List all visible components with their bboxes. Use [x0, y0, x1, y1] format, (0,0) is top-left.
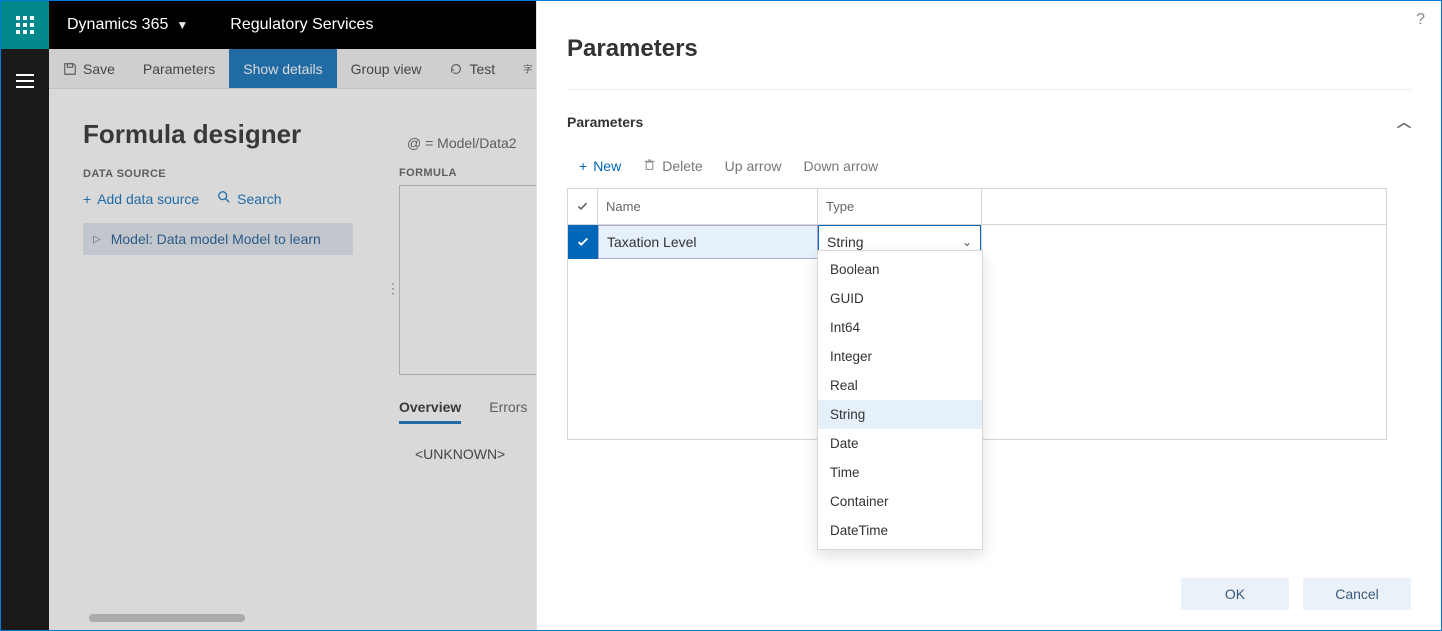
parameters-label: Parameters — [143, 61, 215, 77]
header-rest — [982, 189, 1386, 224]
tab-overview[interactable]: Overview — [399, 399, 461, 424]
expand-icon: ▷ — [93, 234, 101, 245]
save-icon — [63, 62, 77, 76]
type-option[interactable]: DateTime — [818, 516, 982, 545]
save-button[interactable]: Save — [49, 49, 129, 88]
left-rail — [1, 49, 49, 630]
app-launcher-button[interactable] — [1, 1, 49, 49]
waffle-icon — [15, 15, 35, 35]
up-arrow-button[interactable]: Up arrow — [725, 158, 782, 174]
tab-errors[interactable]: Errors — [489, 399, 527, 424]
group-view-label: Group view — [351, 61, 422, 77]
panel-title: Parameters — [567, 1, 1411, 90]
chevron-up-icon: ︿ — [1397, 112, 1411, 132]
header-name[interactable]: Name — [598, 189, 818, 224]
test-button[interactable]: Test — [435, 49, 509, 88]
cancel-button[interactable]: Cancel — [1303, 578, 1411, 610]
type-option[interactable]: Container — [818, 487, 982, 516]
type-option[interactable]: Integer — [818, 342, 982, 371]
panel-toolbar: + New Delete Up arrow Down arrow — [567, 148, 1411, 188]
row-checkbox[interactable] — [568, 225, 598, 259]
new-label: New — [593, 158, 621, 174]
chevron-down-icon: ▼ — [176, 18, 188, 32]
show-details-label: Show details — [243, 61, 322, 77]
tree-item-model[interactable]: ▷ Model: Data model Model to learn — [83, 223, 353, 255]
down-arrow-button[interactable]: Down arrow — [803, 158, 878, 174]
hamburger-icon — [16, 74, 34, 88]
panel-section-label: Parameters — [567, 114, 643, 130]
row-rest — [982, 225, 1386, 259]
help-button[interactable]: ? — [1416, 11, 1425, 29]
search-button[interactable]: Search — [217, 190, 281, 207]
test-label: Test — [469, 61, 495, 77]
save-label: Save — [83, 61, 115, 77]
type-option[interactable]: Int64 — [818, 313, 982, 342]
search-icon — [217, 190, 231, 207]
horizontal-scrollbar[interactable] — [89, 614, 245, 622]
new-button[interactable]: + New — [579, 158, 621, 174]
add-data-source-button[interactable]: + Add data source — [83, 190, 199, 207]
brand-dropdown[interactable]: Dynamics 365 ▼ — [49, 1, 206, 49]
header-type[interactable]: Type — [818, 189, 982, 224]
check-icon — [576, 200, 589, 213]
search-label: Search — [237, 191, 281, 207]
svg-text:字: 字 — [523, 63, 533, 75]
chevron-down-icon: ⌄ — [962, 235, 972, 249]
type-option[interactable]: Real — [818, 371, 982, 400]
parameters-button[interactable]: Parameters — [129, 49, 229, 88]
panel-footer: OK Cancel — [1181, 578, 1411, 610]
type-dropdown-menu: Boolean GUID Int64 Integer Real String D… — [817, 250, 983, 550]
drag-handle-icon[interactable]: ⋮ — [386, 280, 396, 297]
type-option[interactable]: GUID — [818, 284, 982, 313]
type-option[interactable]: String — [818, 400, 982, 429]
show-details-button[interactable]: Show details — [229, 49, 336, 88]
trash-icon — [643, 158, 656, 174]
type-option[interactable]: Time — [818, 458, 982, 487]
plus-icon: + — [83, 191, 91, 207]
nav-hamburger-button[interactable] — [1, 61, 49, 101]
brand-label: Dynamics 365 — [67, 16, 168, 34]
tree-item-label: Model: Data model Model to learn — [111, 231, 321, 247]
type-option[interactable]: Boolean — [818, 255, 982, 284]
type-option[interactable]: Date — [818, 429, 982, 458]
select-all-checkbox[interactable] — [568, 189, 598, 224]
add-data-source-label: Add data source — [97, 191, 199, 207]
data-source-tree: ▷ Model: Data model Model to learn — [83, 223, 353, 255]
check-icon — [576, 235, 590, 249]
module-title: Regulatory Services — [206, 1, 397, 49]
plus-icon: + — [579, 158, 587, 174]
refresh-icon — [449, 62, 463, 76]
delete-button[interactable]: Delete — [643, 158, 702, 174]
grid-header-row: Name Type — [568, 189, 1386, 225]
group-view-button[interactable]: Group view — [337, 49, 436, 88]
parameters-panel: ? Parameters Parameters ︿ + New Delete U… — [536, 1, 1441, 630]
row-name-cell[interactable]: Taxation Level — [598, 225, 818, 259]
delete-label: Delete — [662, 158, 702, 174]
type-value: String — [827, 234, 864, 250]
ok-button[interactable]: OK — [1181, 578, 1289, 610]
panel-section-header[interactable]: Parameters ︿ — [567, 90, 1411, 148]
